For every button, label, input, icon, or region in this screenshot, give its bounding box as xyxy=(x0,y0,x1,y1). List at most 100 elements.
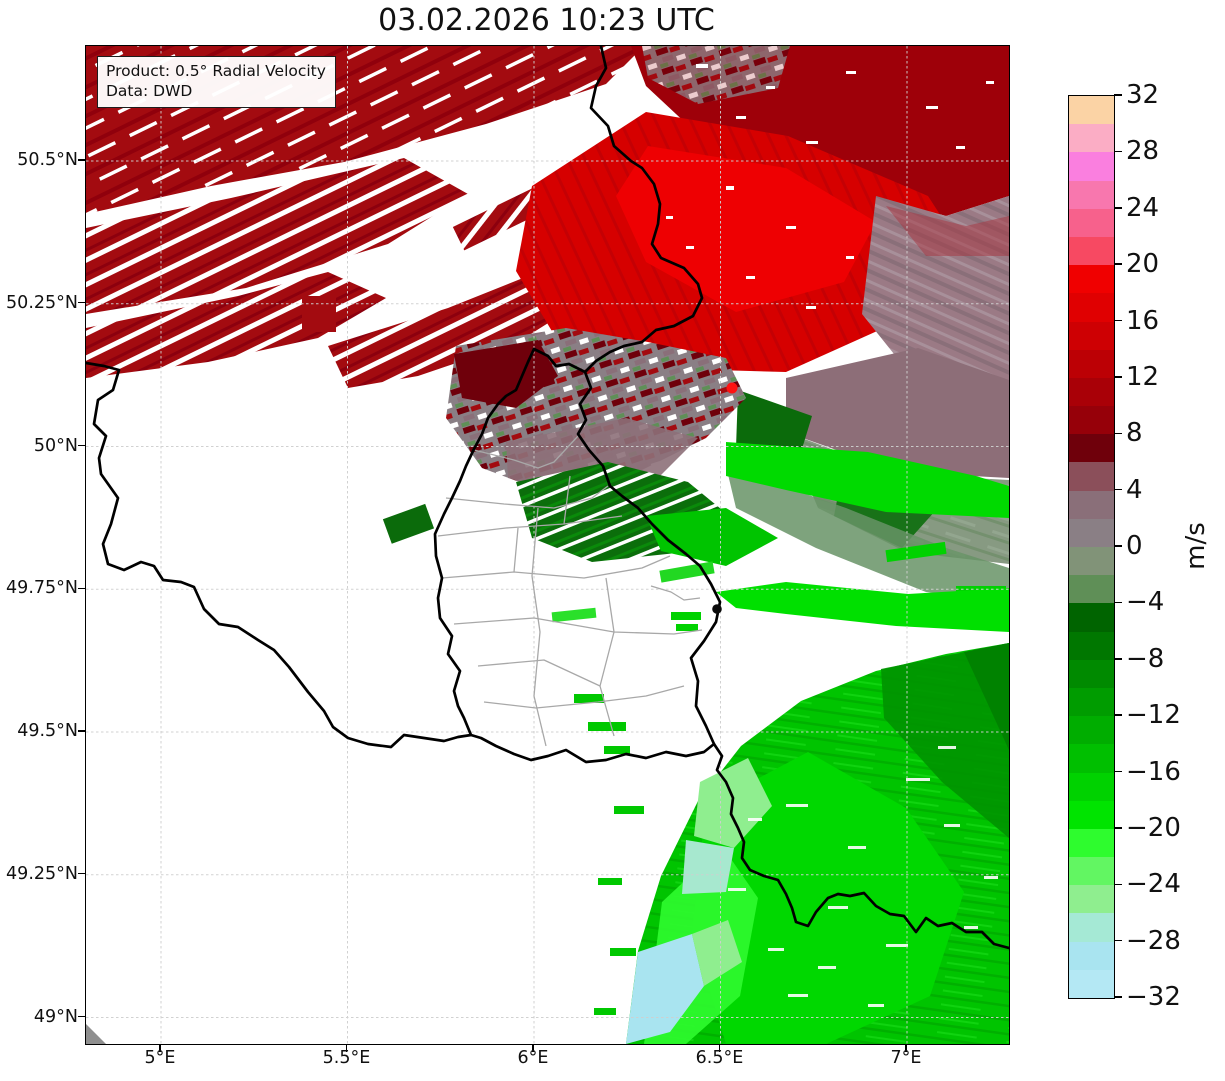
colorbar-tick-label: 32 xyxy=(1126,80,1160,110)
map-panel xyxy=(85,45,1010,1045)
y-axis-tick-label: 49.5°N xyxy=(17,721,78,741)
graticule-gridlines xyxy=(86,46,1009,1044)
x-axis-tick-label: 5.5°E xyxy=(322,1048,371,1068)
radar-map-svg xyxy=(86,46,1009,1044)
city-dot-marker xyxy=(712,604,722,614)
colorbar-band xyxy=(1069,462,1114,491)
y-axis-tick-label: 49.25°N xyxy=(6,863,78,884)
colorbar-band xyxy=(1069,857,1114,886)
colorbar-band xyxy=(1069,321,1114,350)
colorbar-tick-label: 8 xyxy=(1126,418,1143,449)
colorbar-tick-label: 0 xyxy=(1126,531,1143,561)
figure-title: 03.02.2026 10:23 UTC xyxy=(378,3,715,38)
colorbar-tick xyxy=(1114,658,1122,660)
y-axis-tick xyxy=(78,159,85,161)
colorbar-tick xyxy=(1114,263,1122,265)
colorbar-tick xyxy=(1114,488,1122,491)
colorbar-tick-label: −32 xyxy=(1126,982,1181,1012)
y-axis-tick xyxy=(78,587,85,589)
colorbar-tick-label: −8 xyxy=(1126,643,1165,674)
colorbar-tick xyxy=(1114,714,1122,716)
x-axis-tick xyxy=(905,1045,907,1052)
colorbar-tick-label: −16 xyxy=(1126,756,1181,787)
colorbar-band xyxy=(1069,349,1114,378)
colorbar-tick-label: −4 xyxy=(1126,587,1165,618)
colorbar-bands xyxy=(1069,96,1114,998)
colorbar-tick xyxy=(1114,319,1122,322)
colorbar-units-label: m/s xyxy=(1181,522,1211,570)
colorbar-band xyxy=(1069,547,1114,576)
colorbar-band xyxy=(1069,659,1114,688)
colorbar-band xyxy=(1069,603,1114,632)
y-axis-tick xyxy=(78,730,85,732)
colorbar-tick-label: 20 xyxy=(1126,249,1160,280)
colorbar-band xyxy=(1069,800,1114,829)
colorbar-band xyxy=(1069,772,1114,801)
colorbar-tick xyxy=(1114,432,1122,434)
y-axis-tick-label: 49.75°N xyxy=(6,578,78,599)
scan-edge-artifact xyxy=(86,1024,106,1044)
colorbar-band xyxy=(1069,490,1114,519)
colorbar-tick-label: −28 xyxy=(1126,925,1181,956)
colorbar-band xyxy=(1069,575,1114,604)
y-axis-tick xyxy=(78,873,85,875)
x-axis-tick-label: 6.5°E xyxy=(695,1048,744,1068)
colorbar-tick xyxy=(1114,150,1122,153)
colorbar-tick xyxy=(1114,376,1122,378)
x-axis-tick xyxy=(718,1045,721,1052)
x-axis-tick-label: 5°E xyxy=(144,1048,176,1068)
colorbar-band xyxy=(1069,124,1114,153)
colorbar-band xyxy=(1069,913,1114,942)
x-axis-tick xyxy=(345,1045,348,1052)
colorbar-band xyxy=(1069,687,1114,717)
colorbar-band xyxy=(1069,434,1114,463)
colorbar-band xyxy=(1069,152,1114,181)
colorbar-band xyxy=(1069,96,1114,125)
product-label: Product: 0.5° Radial Velocity xyxy=(106,62,326,80)
x-axis-tick xyxy=(532,1045,534,1052)
colorbar-band xyxy=(1069,265,1114,294)
colorbar-tick xyxy=(1114,94,1122,96)
colorbar-tick xyxy=(1114,770,1122,773)
colorbar-band xyxy=(1069,208,1114,237)
colorbar-band xyxy=(1069,744,1114,773)
colorbar-band xyxy=(1069,885,1114,914)
colorbar-tick xyxy=(1114,939,1122,942)
colorbar-tick-label: 12 xyxy=(1126,361,1160,392)
colorbar-band xyxy=(1069,236,1114,266)
colorbar-tick xyxy=(1114,545,1122,547)
colorbar-tick xyxy=(1114,601,1122,604)
product-annotation-box: Product: 0.5° Radial Velocity Data: DWD xyxy=(97,56,336,108)
x-axis-tick-label: 6°E xyxy=(517,1048,549,1068)
colorbar-tick xyxy=(1114,883,1122,885)
colorbar-band xyxy=(1069,518,1114,547)
x-axis-tick xyxy=(159,1045,161,1052)
colorbar-band xyxy=(1069,631,1114,660)
colorbar xyxy=(1068,95,1115,999)
admin-borders xyxy=(437,435,703,747)
colorbar-tick xyxy=(1114,996,1122,998)
colorbar-tick xyxy=(1114,207,1122,209)
colorbar-tick-label: 4 xyxy=(1126,474,1143,505)
x-axis-tick-label: 7°E xyxy=(890,1048,922,1068)
colorbar-band xyxy=(1069,377,1114,407)
colorbar-tick-label: 28 xyxy=(1126,136,1160,167)
colorbar-band xyxy=(1069,716,1114,745)
y-axis-tick xyxy=(78,302,85,304)
colorbar-tick-label: −20 xyxy=(1126,812,1181,843)
colorbar-band xyxy=(1069,293,1114,322)
y-axis-tick-label: 49°N xyxy=(33,1006,78,1027)
y-axis-tick-label: 50°N xyxy=(33,435,78,456)
y-axis-tick xyxy=(78,444,85,447)
y-axis-tick-label: 50.25°N xyxy=(6,292,78,313)
colorbar-tick xyxy=(1114,827,1122,829)
colorbar-tick-label: −12 xyxy=(1126,700,1181,731)
colorbar-band xyxy=(1069,941,1114,970)
data-source-label: Data: DWD xyxy=(106,82,193,101)
colorbar-band xyxy=(1069,406,1114,435)
colorbar-band xyxy=(1069,828,1114,858)
y-axis-tick-label: 50.5°N xyxy=(17,150,78,170)
country-borders xyxy=(86,46,1009,950)
colorbar-tick-label: 16 xyxy=(1126,305,1160,336)
